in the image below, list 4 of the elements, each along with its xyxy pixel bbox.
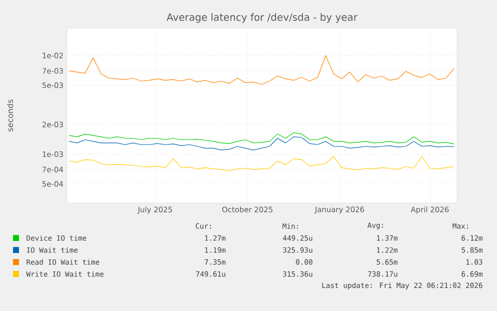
line-series	[68, 156, 454, 172]
chart-title: Average latency for /dev/sda - by year	[166, 13, 358, 23]
line-series	[68, 55, 454, 85]
line-series	[68, 132, 454, 144]
